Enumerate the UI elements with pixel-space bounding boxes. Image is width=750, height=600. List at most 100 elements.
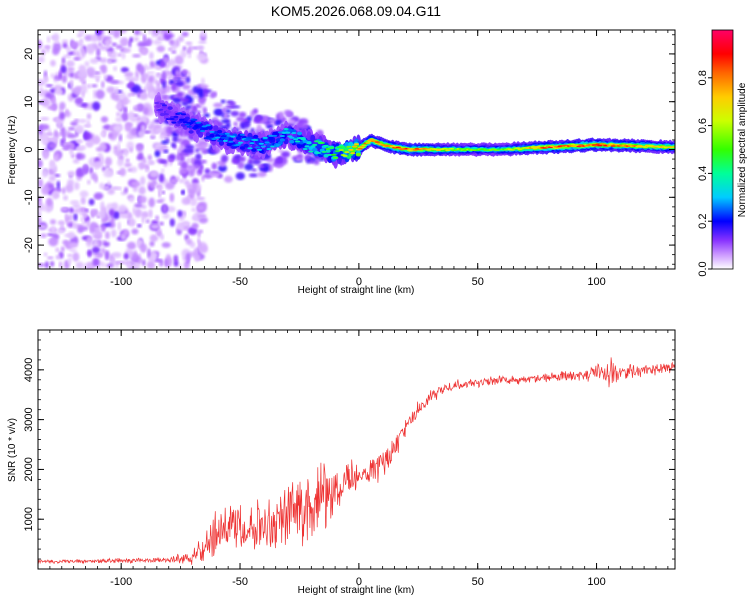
heatmap-cell [100,116,109,123]
heatmap-cell [72,222,78,229]
colorbar-tick-label: 0.2 [697,214,709,229]
heatmap-cell [261,163,270,167]
heatmap-cell [123,96,128,106]
heatmap-cell [163,56,169,63]
heatmap-cell [70,41,78,48]
heatmap-cell [50,73,55,79]
heatmap-cell [167,106,173,110]
heatmap-cell [150,182,155,190]
heatmap-cell [443,148,449,150]
heatmap-cell [180,97,190,103]
x-tick-label: -100 [110,276,132,288]
heatmap-cell [50,59,56,67]
heatmap-cell [191,207,197,212]
heatmap-cell [211,162,218,170]
heatmap-cell [80,196,86,205]
heatmap-cell [86,236,93,244]
heatmap-cell [60,65,67,74]
heatmap-cell [374,141,380,143]
heatmap-cell [41,135,49,145]
heatmap-cell [111,186,120,190]
heatmap-y-axis-label: Frequency (Hz) [7,116,18,185]
heatmap-cell [93,192,104,200]
heatmap-cell [268,136,274,141]
heatmap-cell [38,79,46,86]
heatmap-cell [312,147,318,152]
heatmap-cell [449,148,455,150]
heatmap-cell [174,55,184,65]
heatmap-cell [165,138,170,142]
heatmap-cell [76,33,83,38]
heatmap-cell [278,149,284,153]
heatmap-cell [116,53,123,57]
heatmap-cell [59,112,66,120]
snr-line-chart: -100 -50 0 50 100 4000 3000 2000 1000 Height of … [7,329,676,596]
heatmap-cell [304,145,310,148]
heatmap-cell [90,172,97,181]
heatmap-cell [141,215,145,224]
heatmap-cell [176,153,181,161]
heatmap-cell [207,125,213,130]
heatmap-cell [176,222,185,231]
heatmap-cell [124,122,133,132]
heatmap-cell [128,218,136,227]
heatmap-cell [109,79,120,85]
heatmap-cell [179,169,188,175]
heatmap-cell [186,157,191,165]
heatmap-cell [161,242,171,248]
heatmap-cell [187,45,193,54]
heatmap-cell [199,144,209,148]
heatmap-cell [224,175,233,183]
heatmap-cell [49,159,56,169]
heatmap-cell [175,81,184,87]
heatmap-cell [197,45,205,50]
heatmap-cell [344,151,350,154]
heatmap-cell [67,127,76,131]
colorbar-tick-label: 0.6 [697,118,709,133]
heatmap-cell [110,229,117,238]
heatmap-cell [149,51,154,60]
heatmap-cell [164,258,168,268]
heatmap-cell [62,42,68,49]
heatmap-cell [336,146,342,149]
heatmap-cell [94,161,103,169]
heatmap-cell [369,138,375,141]
heatmap-cell [101,166,107,172]
heatmap-cell [45,204,52,213]
heatmap-cell [188,130,194,134]
y-tick-label: 1000 [23,507,35,531]
heatmap-cell [72,159,80,164]
heatmap-cell [215,136,221,139]
heatmap-cell [235,172,245,180]
heatmap-cell [127,83,136,87]
heatmap-cell [217,122,225,127]
heatmap-cell [595,143,601,145]
heatmap-cell [119,212,129,219]
heatmap-cell [198,123,204,127]
heatmap-cell [272,134,278,137]
heatmap-cell [169,192,175,203]
heatmap-cell [198,132,204,138]
heatmap-cell [133,36,139,42]
heatmap-cell [220,99,226,104]
heatmap-cell [103,74,108,80]
heatmap-cell [84,61,90,67]
heatmap-cell [165,182,175,190]
x-tick-label: -50 [232,276,248,288]
heatmap-cell [181,84,191,90]
heatmap-cell [139,243,147,253]
heatmap-cell [178,178,185,184]
heatmap-cell [153,258,163,263]
heatmap-cell [90,136,101,145]
heatmap-cell [285,111,294,118]
heatmap-cell [100,210,106,219]
heatmap-cell [90,34,99,43]
heatmap-cell [287,128,293,132]
heatmap-cell [327,153,333,156]
heatmap-cell [78,119,87,123]
heatmap-cell [184,147,194,154]
heatmap-cell [154,150,161,158]
heatmap-cell [74,97,83,105]
heatmap-cell [120,67,129,73]
heatmap-cell [158,108,164,111]
